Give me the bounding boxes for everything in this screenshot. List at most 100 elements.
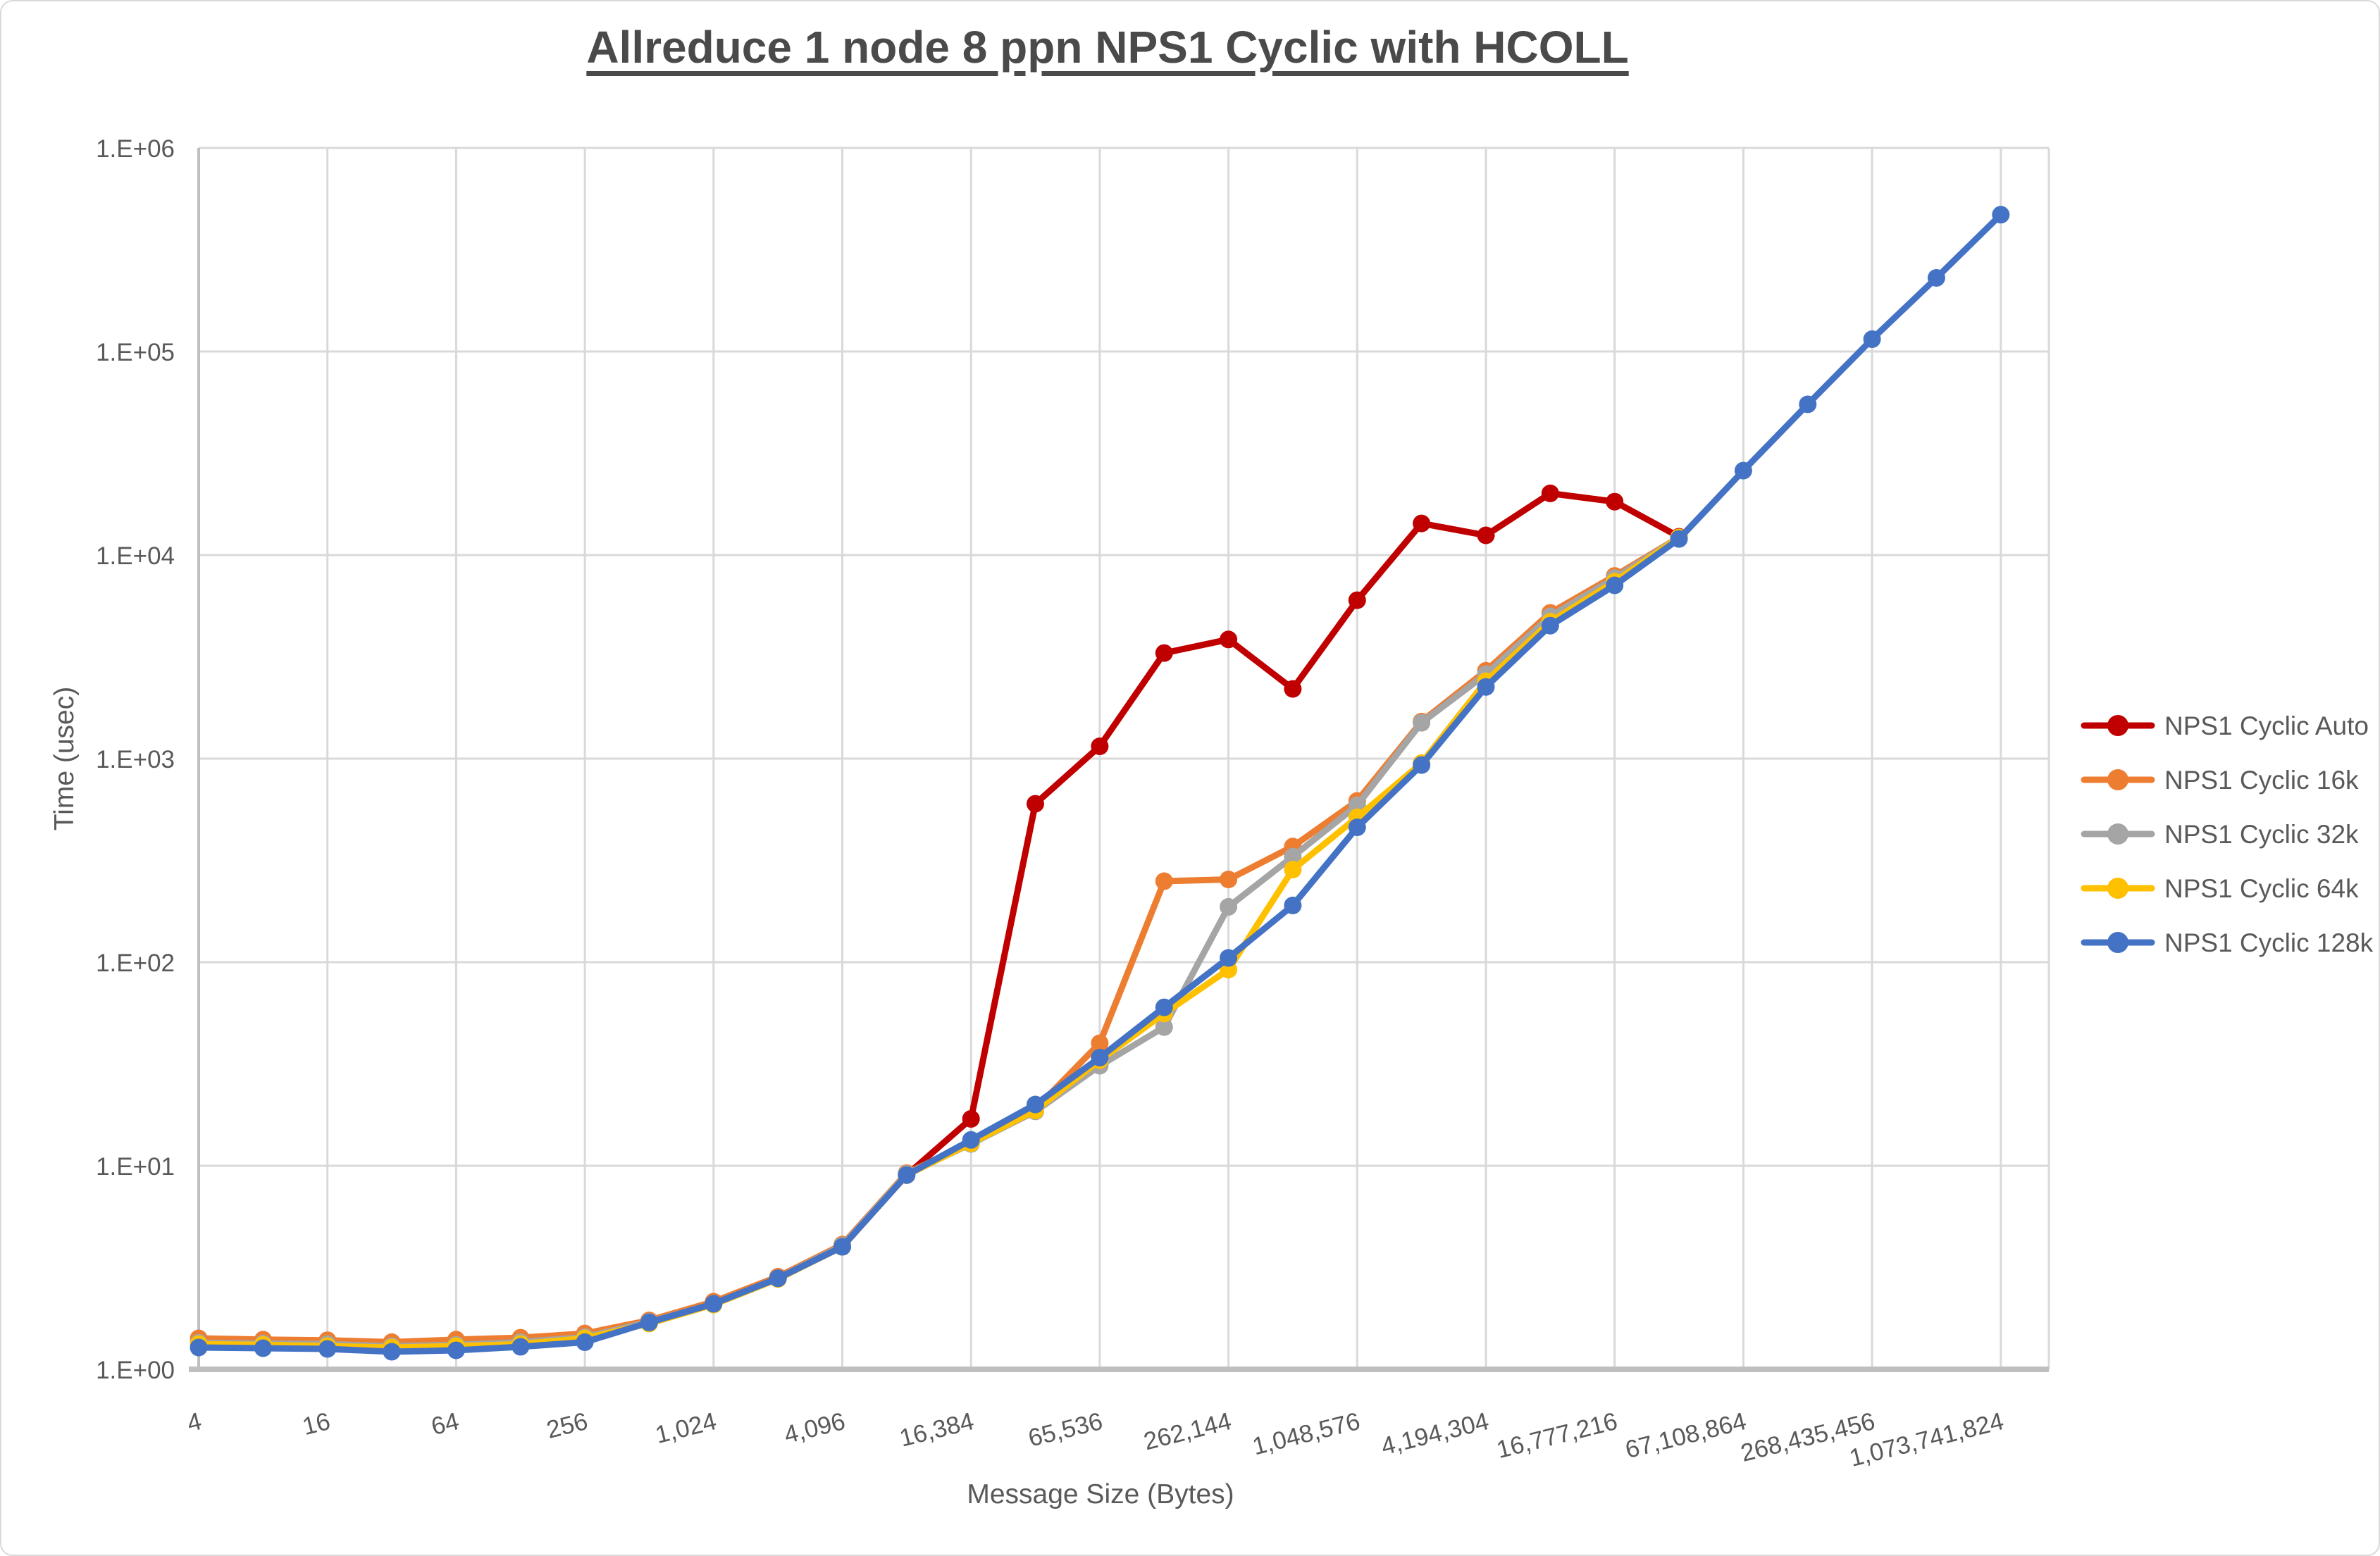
tick-labels: 1.E+00 1.E+01 1.E+02 1.E+03 1.E+04 1.E+05 1.E+… xyxy=(96,135,2007,1472)
data-point-marker xyxy=(1734,461,1752,480)
data-point-marker xyxy=(1477,526,1495,544)
data-point-marker xyxy=(1220,897,1238,916)
legend: NPS1 Cyclic Auto NPS1 Cyclic 16k NPS1 Cycl… xyxy=(2081,711,2374,957)
data-point-marker xyxy=(898,1166,916,1184)
data-point-marker xyxy=(1799,395,1817,413)
legend-item: NPS1 Cyclic 128k xyxy=(2081,928,2374,957)
data-point-marker xyxy=(1091,1048,1109,1066)
x-tick-label: 1,024 xyxy=(652,1407,719,1449)
series-nps1-cyclic-64k xyxy=(190,528,1688,1357)
legend-marker-icon xyxy=(2107,932,2128,953)
data-point-marker xyxy=(640,1313,658,1331)
series-line xyxy=(195,490,1682,1351)
data-point-marker xyxy=(447,1341,465,1359)
x-tick-label: 4 xyxy=(185,1407,204,1438)
series-line xyxy=(195,534,1682,1350)
data-point-marker xyxy=(1670,530,1688,548)
y-tick-label: 1.E+00 xyxy=(96,1357,175,1384)
data-point-marker xyxy=(1220,949,1238,967)
data-point-marker xyxy=(1027,795,1044,813)
legend-label: NPS1 Cyclic 16k xyxy=(2164,766,2359,795)
data-point-marker xyxy=(1155,1018,1173,1036)
y-tick-label: 1.E+03 xyxy=(96,746,175,773)
data-point-marker xyxy=(962,1109,980,1128)
legend-item: NPS1 Cyclic 64k xyxy=(2081,874,2359,903)
x-tick-label: 4,194,304 xyxy=(1378,1407,1492,1461)
x-tick-label: 65,536 xyxy=(1026,1407,1105,1452)
legend-label: NPS1 Cyclic Auto xyxy=(2164,711,2369,740)
data-point-marker xyxy=(1992,206,2010,224)
data-point-marker xyxy=(1348,591,1366,609)
data-point-marker xyxy=(190,1338,208,1357)
data-point-marker xyxy=(1284,896,1302,914)
legend-marker-icon xyxy=(2107,823,2128,845)
x-tick-label: 67,108,864 xyxy=(1623,1407,1749,1464)
data-point-marker xyxy=(1284,861,1302,878)
data-point-marker xyxy=(1027,1095,1044,1114)
data-point-marker xyxy=(576,1333,594,1351)
x-tick-label: 4,096 xyxy=(781,1407,848,1449)
data-point-marker xyxy=(1091,737,1109,755)
data-point-marker xyxy=(962,1131,980,1149)
series-nps1-cyclic-16k xyxy=(190,528,1688,1351)
x-tick-label: 262,144 xyxy=(1141,1407,1234,1455)
data-point-marker xyxy=(1091,1034,1109,1052)
legend-marker-icon xyxy=(2107,715,2128,736)
data-point-marker xyxy=(833,1238,851,1256)
data-point-marker xyxy=(1413,714,1431,732)
data-point-marker xyxy=(1413,756,1431,774)
data-point-marker xyxy=(512,1338,530,1356)
x-tick-label: 16,384 xyxy=(897,1407,977,1452)
data-point-marker xyxy=(383,1343,401,1361)
y-axis-title: Time (usec) xyxy=(49,686,80,831)
legend-label: NPS1 Cyclic 64k xyxy=(2164,874,2359,903)
legend-marker-icon xyxy=(2107,878,2128,899)
data-point-marker xyxy=(1606,576,1624,595)
data-point-marker xyxy=(1477,678,1495,696)
y-tick-label: 1.E+01 xyxy=(96,1153,175,1181)
data-point-marker xyxy=(705,1295,723,1313)
data-point-marker xyxy=(1606,492,1624,511)
series-line xyxy=(195,534,1682,1351)
data-point-marker xyxy=(1155,998,1173,1016)
data-point-marker xyxy=(1541,616,1559,635)
series-nps1-cyclic-auto xyxy=(190,484,1688,1357)
y-tick-label: 1.E+02 xyxy=(96,950,175,977)
gridlines xyxy=(197,147,2050,1371)
data-point-marker xyxy=(318,1340,337,1358)
data-point-marker xyxy=(1284,847,1302,866)
data-point-marker xyxy=(1541,484,1559,502)
legend-label: NPS1 Cyclic 32k xyxy=(2164,820,2359,849)
y-tick-label: 1.E+04 xyxy=(96,542,175,570)
data-point-marker xyxy=(769,1269,787,1288)
x-tick-label: 1,048,576 xyxy=(1250,1407,1363,1461)
data-series xyxy=(190,206,2010,1361)
data-point-marker xyxy=(1220,630,1238,649)
x-tick-label: 256 xyxy=(544,1407,590,1444)
data-point-marker xyxy=(1220,871,1238,888)
data-point-marker xyxy=(1927,269,1945,287)
data-point-marker xyxy=(1155,644,1173,662)
legend-item: NPS1 Cyclic 32k xyxy=(2081,820,2359,849)
legend-marker-icon xyxy=(2107,769,2128,790)
x-axis-title: Message Size (Bytes) xyxy=(967,1479,1234,1510)
x-tick-label: 16,777,216 xyxy=(1494,1407,1620,1464)
series-nps1-cyclic-32k xyxy=(190,528,1688,1355)
y-tick-label: 1.E+06 xyxy=(96,135,175,163)
legend-item: NPS1 Cyclic Auto xyxy=(2081,711,2369,740)
data-point-marker xyxy=(1348,819,1366,836)
legend-label: NPS1 Cyclic 128k xyxy=(2164,928,2374,957)
y-tick-label: 1.E+05 xyxy=(96,339,175,366)
series-nps1-cyclic-128k xyxy=(190,206,2010,1361)
data-point-marker xyxy=(254,1339,272,1357)
data-point-marker xyxy=(1863,330,1881,348)
data-point-marker xyxy=(1413,514,1431,533)
chart-title: Allreduce 1 node 8 ppn NPS1 Cyclic with … xyxy=(586,22,1629,73)
legend-item: NPS1 Cyclic 16k xyxy=(2081,766,2359,795)
x-tick-label: 16 xyxy=(299,1407,333,1440)
x-tick-label: 64 xyxy=(428,1407,461,1440)
data-point-marker xyxy=(1155,872,1173,890)
series-line xyxy=(195,534,1682,1345)
